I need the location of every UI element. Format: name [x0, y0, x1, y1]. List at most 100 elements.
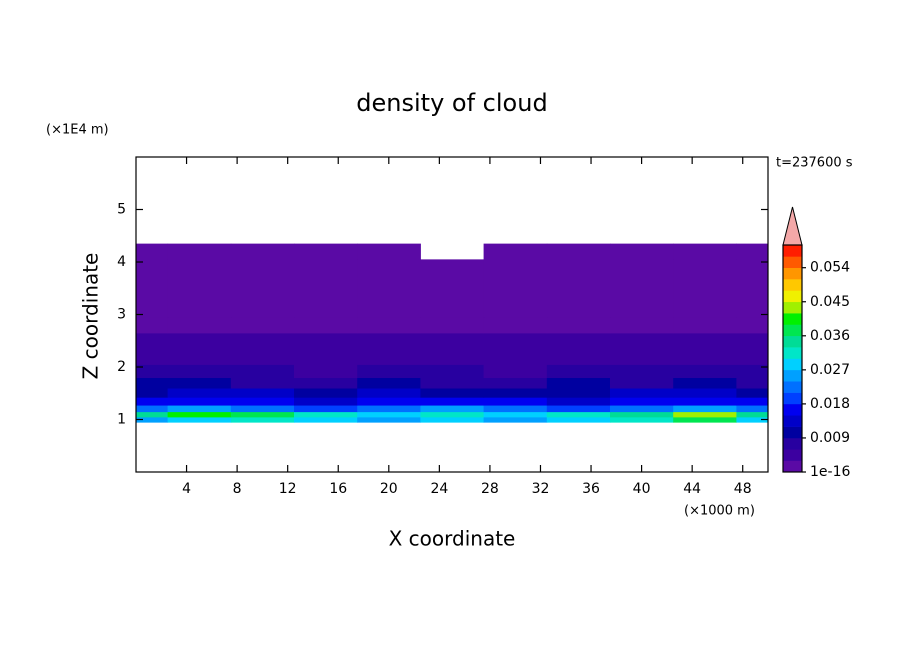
contour-cell — [420, 364, 485, 378]
contour-cell — [167, 388, 232, 398]
contour-cell — [230, 348, 295, 365]
contour-cell — [673, 364, 737, 378]
x-tick-label: 16 — [329, 481, 347, 497]
colorbar-band — [783, 279, 802, 291]
contour-cell — [420, 411, 485, 418]
colorbar-band — [783, 267, 802, 280]
contour-cell — [357, 243, 421, 260]
contour-cell — [736, 377, 769, 389]
contour-cell — [136, 377, 169, 389]
contour-cell — [230, 388, 295, 398]
contour-cell — [673, 332, 737, 350]
contour-cell — [294, 243, 358, 260]
contour-cell — [294, 298, 358, 318]
contour-cell — [230, 405, 295, 413]
contour-cell — [294, 416, 358, 423]
y-axis-title: Z coordinate — [79, 253, 103, 380]
contour-cell — [546, 277, 611, 300]
contour-cell — [736, 317, 769, 334]
contour-cell — [294, 317, 358, 334]
contour-cell — [294, 397, 358, 406]
colorbar-band — [783, 437, 802, 450]
contour-cell — [167, 416, 232, 423]
contour-cell — [673, 298, 737, 318]
contour-cell — [294, 277, 358, 300]
contour-cell — [357, 411, 421, 418]
contour-cell — [167, 332, 232, 350]
contour-cell — [483, 411, 548, 418]
contour-cell — [136, 364, 169, 378]
contour-cell — [420, 317, 485, 334]
contour-cell — [294, 259, 358, 279]
contour-cell — [483, 332, 548, 350]
colorbar-band — [783, 301, 802, 314]
contour-cell — [736, 416, 769, 423]
colorbar-tick-label: 0.027 — [810, 362, 850, 378]
contour-cell — [167, 317, 232, 334]
contour-cell — [736, 298, 769, 318]
contour-cell — [230, 317, 295, 334]
contour-cell — [736, 411, 769, 418]
colorbar-extend — [782, 206, 803, 246]
contour-cell — [357, 364, 421, 378]
contour-cell — [673, 317, 737, 334]
contour-cell — [546, 397, 611, 406]
colorbar-band — [783, 381, 802, 393]
contour-cell — [610, 364, 674, 378]
contour-field — [136, 243, 769, 423]
contour-cell — [736, 397, 769, 406]
colorbar-tick-label: 0.009 — [810, 430, 850, 446]
contour-cell — [420, 259, 485, 279]
contour-cell — [136, 416, 169, 423]
contour-cell — [483, 298, 548, 318]
colorbar-band — [783, 460, 802, 473]
contour-cell — [736, 388, 769, 398]
contour-cell — [136, 298, 169, 318]
colorbar-band — [783, 449, 802, 461]
colorbar-band — [783, 369, 802, 382]
contour-cell — [357, 298, 421, 318]
contour-cell — [610, 243, 674, 260]
contour-cell — [230, 332, 295, 350]
contour-cell — [546, 332, 611, 350]
contour-cell — [610, 277, 674, 300]
contour-cell — [167, 277, 232, 300]
contour-cell — [167, 298, 232, 318]
contour-cell — [136, 397, 169, 406]
contour-cell — [736, 259, 769, 279]
chart-title: density of cloud — [356, 89, 547, 117]
contour-cell — [136, 277, 169, 300]
contour-cell — [610, 298, 674, 318]
contour-cell — [167, 377, 232, 389]
colorbar-band — [783, 358, 802, 371]
contour-cell — [230, 377, 295, 389]
colorbar-band — [783, 392, 802, 405]
contour-cell — [167, 364, 232, 378]
contour-cell — [736, 277, 769, 300]
x-tick-label: 12 — [279, 481, 297, 497]
contour-cell — [673, 348, 737, 365]
contour-cell — [546, 405, 611, 413]
colorbar-band — [783, 415, 802, 427]
contour-cell — [546, 259, 611, 279]
colorbar-band — [783, 290, 802, 303]
contour-cell — [230, 411, 295, 418]
y-tick-label: 5 — [117, 202, 126, 218]
contour-cell — [673, 259, 737, 279]
colorbar-band — [783, 347, 802, 359]
contour-cell — [420, 397, 485, 406]
contour-cell — [610, 405, 674, 413]
contour-cell — [357, 388, 421, 398]
contour-cell — [546, 243, 611, 260]
colorbar-band — [783, 426, 802, 439]
contour-cell — [420, 298, 485, 318]
contour-cell — [546, 411, 611, 418]
contour-cell — [610, 397, 674, 406]
contour-cell — [167, 259, 232, 279]
y-unit: (×1E4 m) — [46, 123, 109, 138]
contour-cell — [357, 277, 421, 300]
contour-cell — [294, 348, 358, 365]
contour-cell — [546, 377, 611, 389]
contour-cell — [420, 332, 485, 350]
